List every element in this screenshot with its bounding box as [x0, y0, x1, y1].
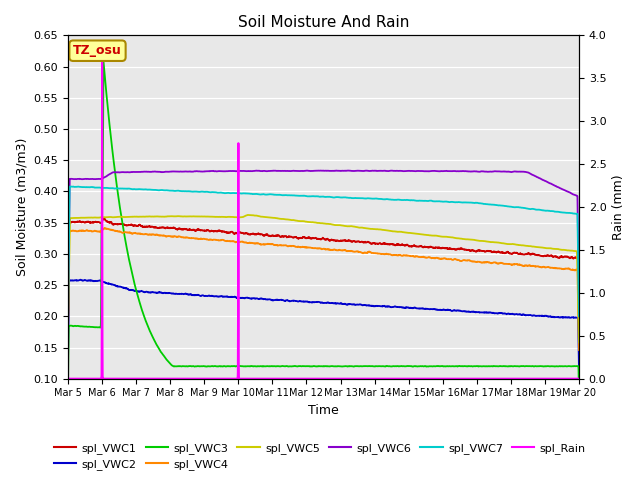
Y-axis label: Rain (mm): Rain (mm): [612, 174, 625, 240]
X-axis label: Time: Time: [308, 404, 339, 417]
Y-axis label: Soil Moisture (m3/m3): Soil Moisture (m3/m3): [15, 138, 28, 276]
Legend: spl_VWC1, spl_VWC2, spl_VWC3, spl_VWC4, spl_VWC5, spl_VWC6, spl_VWC7, spl_Rain: spl_VWC1, spl_VWC2, spl_VWC3, spl_VWC4, …: [49, 438, 591, 474]
Title: Soil Moisture And Rain: Soil Moisture And Rain: [238, 15, 409, 30]
Text: TZ_osu: TZ_osu: [73, 44, 122, 57]
